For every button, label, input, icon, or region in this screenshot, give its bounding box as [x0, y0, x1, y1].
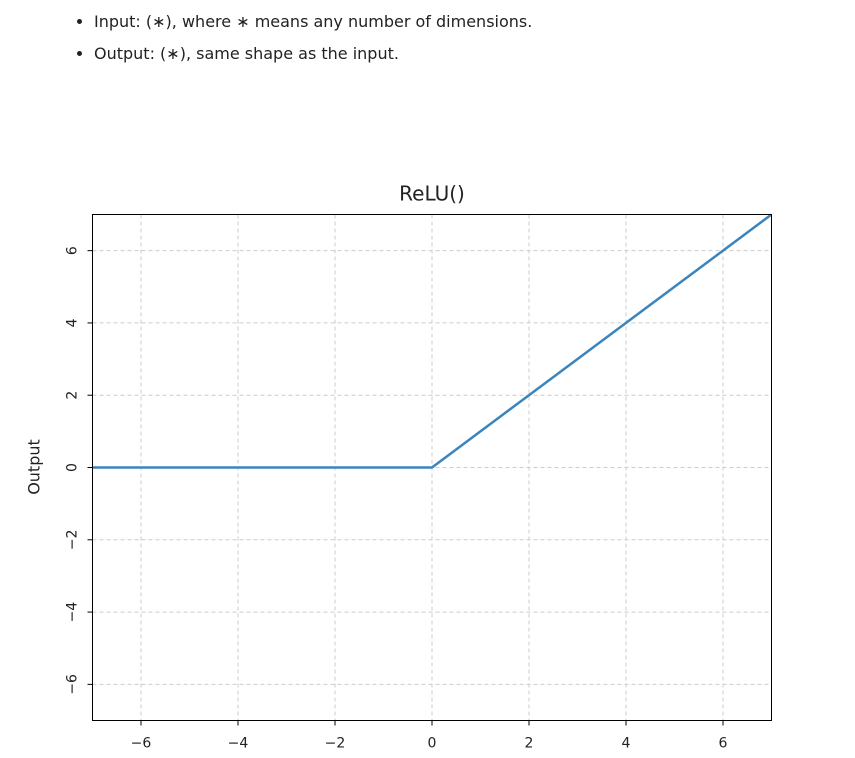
x-tick-label: −2: [325, 736, 346, 752]
x-tick-label: 6: [719, 736, 728, 752]
y-tick-label: −2: [65, 529, 81, 550]
x-tick-label: 2: [525, 736, 534, 752]
bullet-list: Input: (∗), where ∗ means any number of …: [52, 12, 532, 76]
y-tick-label: −6: [65, 674, 81, 695]
x-tick-label: −4: [228, 736, 249, 752]
x-tick-label: 4: [622, 736, 631, 752]
y-tick-label: −4: [65, 602, 81, 623]
y-axis-label: Output: [25, 439, 44, 495]
y-tick-label: 0: [65, 463, 81, 472]
y-tick-label: 4: [65, 318, 81, 327]
x-tick-label: −6: [131, 736, 152, 752]
bullet: Input: (∗), where ∗ means any number of …: [94, 12, 532, 31]
bullet: Output: (∗), same shape as the input.: [94, 44, 532, 63]
chart-title: ReLU(): [399, 182, 465, 206]
line: [92, 213, 773, 469]
y-tick-label: 2: [65, 391, 81, 400]
y-tick-label: 6: [65, 246, 81, 255]
x-tick-label: 0: [428, 736, 437, 752]
plot-frame: [92, 214, 772, 721]
